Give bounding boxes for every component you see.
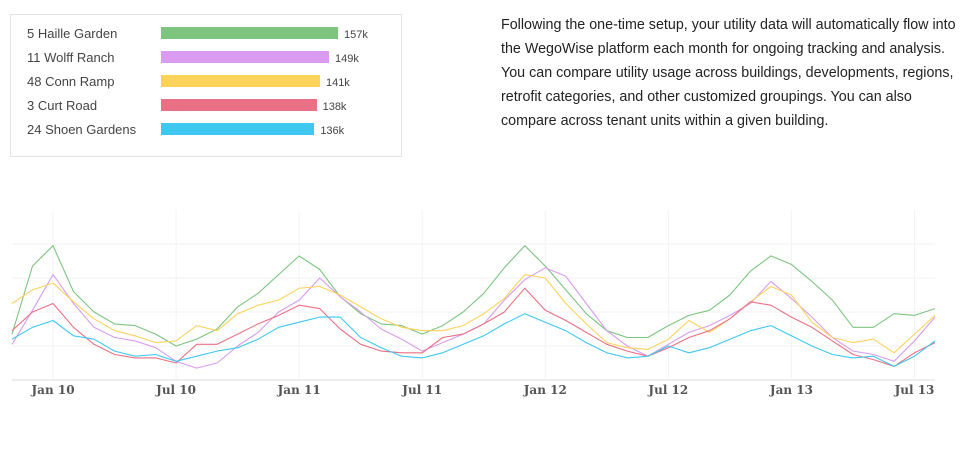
x-tick-label: Jul 13	[894, 383, 935, 397]
bar	[161, 51, 329, 63]
bar	[161, 27, 338, 39]
bar-value-label: 149k	[334, 53, 359, 65]
series-line-5	[11, 313, 936, 367]
series-line-2	[11, 267, 936, 369]
x-tick-label: Jul 12	[647, 383, 688, 397]
x-tick-label: Jan 10	[30, 383, 74, 397]
bar-row: 24 Shoen Gardens 136k	[11, 121, 401, 141]
x-tick-label: Jan 12	[523, 383, 567, 397]
bar-row: 3 Curt Road 138k	[11, 97, 401, 117]
bar-value-label: 138k	[322, 101, 347, 113]
bar	[161, 75, 320, 87]
bar-category-label: 24 Shoen Gardens	[27, 122, 137, 137]
series-line-3	[11, 274, 936, 354]
bar-value-label: 157k	[344, 29, 368, 41]
bar-value-label: 141k	[325, 77, 350, 89]
bar-row: 5 Haille Garden 157k	[11, 25, 401, 45]
bar-value-label: 136k	[320, 125, 345, 137]
x-tick-label: Jan 11	[277, 383, 321, 397]
bar-category-label: 11 Wolff Ranch	[27, 50, 115, 65]
bar-category-label: 5 Haille Garden	[27, 26, 118, 41]
intro-paragraph: Following the one-time setup, your utili…	[501, 17, 956, 129]
bar-row: 48 Conn Ramp 141k	[11, 73, 401, 93]
bar	[161, 99, 317, 111]
utility-usage-line-chart: Jan 10 Jul 10 Jan 11 Jul 11 Jan 12 Jul 12 Jan …	[11, 210, 936, 397]
building-ranking-card: 5 Haille Garden 157k 11 Wolff Ranch 149k 48 …	[10, 14, 402, 157]
x-tick-label: Jul 10	[155, 383, 196, 397]
series-line-1	[11, 245, 936, 347]
bar-category-label: 48 Conn Ramp	[27, 74, 115, 89]
bar-category-label: 3 Curt Road	[27, 98, 98, 113]
x-tick-label: Jul 11	[401, 383, 442, 397]
bar-row: 11 Wolff Ranch 149k	[11, 49, 401, 69]
series-line-4	[11, 287, 936, 367]
x-tick-label: Jan 13	[769, 383, 813, 397]
bar	[161, 123, 315, 135]
